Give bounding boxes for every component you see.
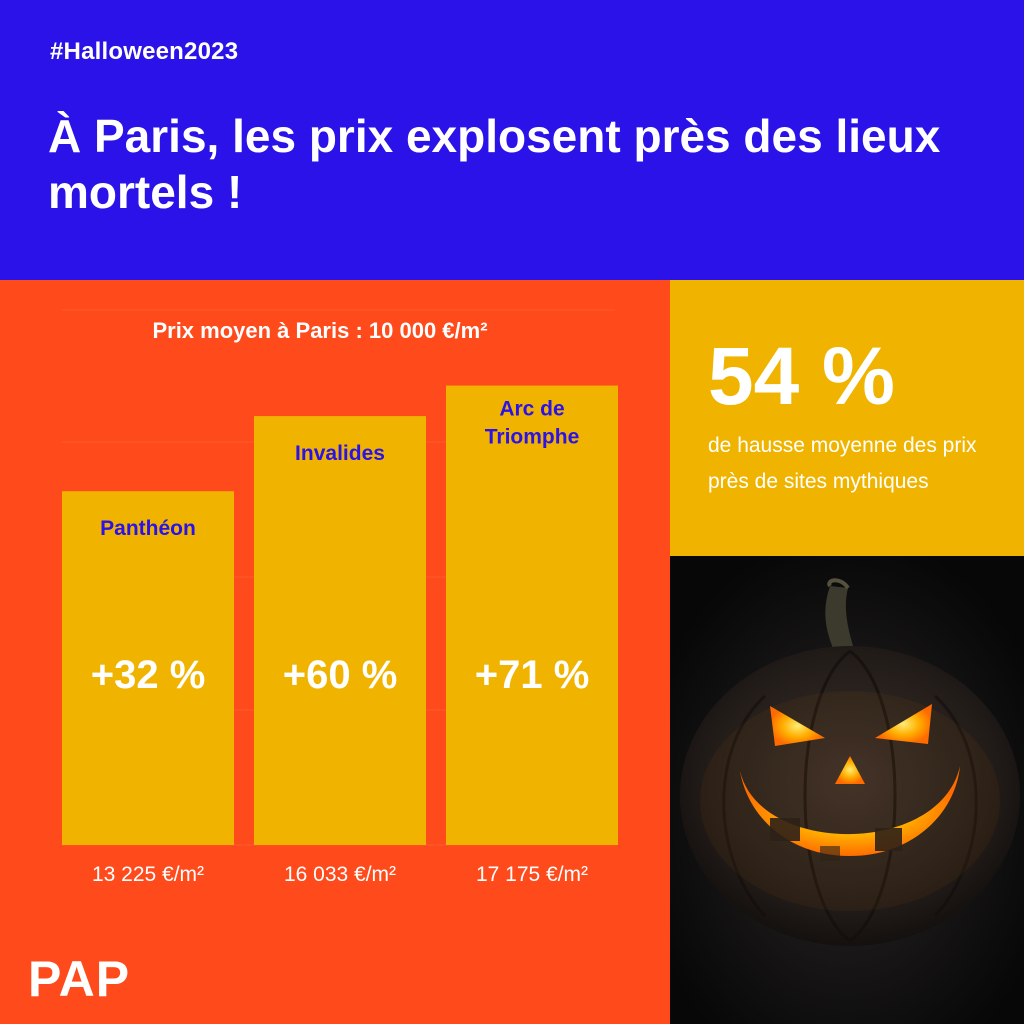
value-label: 13 225 €/m²	[92, 863, 204, 886]
bar	[254, 416, 426, 845]
percent-label: +60 %	[283, 653, 398, 697]
jack-o-lantern-icon	[670, 556, 1024, 1024]
bar	[446, 385, 618, 845]
percent-label: +71 %	[475, 653, 590, 697]
stat-description: de hausse moyenne des prix près de sites…	[708, 434, 977, 493]
pumpkin-photo	[670, 556, 1024, 1024]
value-label: 17 175 €/m²	[476, 863, 588, 886]
chart-panel: Prix moyen à Paris : 10 000 €/m² Panthéon…	[0, 280, 670, 1024]
bar-chart: Prix moyen à Paris : 10 000 €/m² Panthéon…	[62, 309, 618, 886]
percent-label: +32 %	[91, 653, 206, 697]
header: #Halloween2023 À Paris, les prix explose…	[0, 0, 1024, 280]
category-label: Invalides	[295, 442, 385, 465]
hashtag: #Halloween2023	[50, 38, 239, 65]
headline: À Paris, les prix explosent près des lie…	[48, 110, 941, 218]
value-label: 16 033 €/m²	[284, 863, 396, 886]
category-label: Arc de Triomphe	[485, 398, 580, 449]
stat-value: 54 %	[708, 331, 895, 422]
reference-label: Prix moyen à Paris : 10 000 €/m²	[152, 318, 487, 343]
bar	[62, 491, 234, 845]
pap-logo: PAP	[28, 951, 131, 1007]
category-label: Panthéon	[100, 517, 196, 540]
stat-panel: 54 % de hausse moyenne des prix près de …	[670, 280, 1024, 556]
